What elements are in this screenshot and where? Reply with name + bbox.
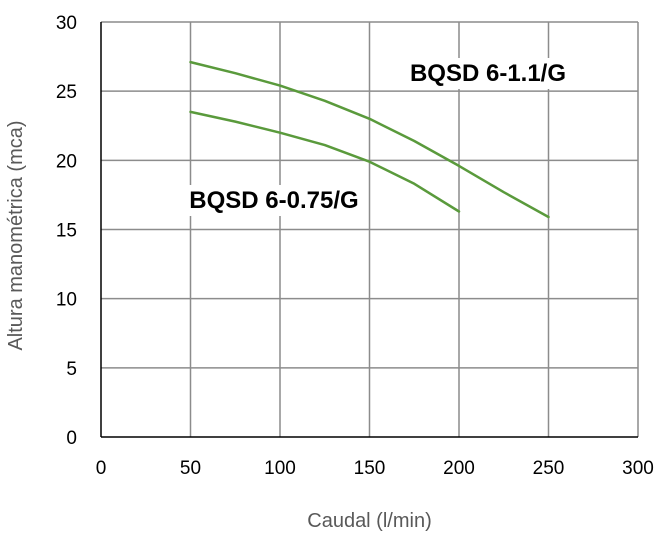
series-line-2 bbox=[189, 110, 461, 213]
grid bbox=[101, 21, 639, 437]
y-axis-title: Altura manométrica (mca) bbox=[5, 120, 27, 350]
curve-label-background bbox=[403, 58, 573, 89]
x-tick-label: 200 bbox=[443, 458, 475, 479]
axes bbox=[100, 22, 638, 438]
curve-label-1: BQSD 6-1.1/G bbox=[410, 60, 566, 87]
x-tick-label: 50 bbox=[180, 458, 201, 479]
curve-label-2: BQSD 6-0.75/G bbox=[189, 187, 358, 214]
y-tick-label: 30 bbox=[56, 13, 77, 34]
series-lines bbox=[189, 60, 550, 219]
y-tick-labels: 0 5 10 15 20 25 30 bbox=[56, 13, 77, 449]
y-tick-label: 10 bbox=[56, 290, 77, 311]
curve-labels: BQSD 6-1.1/G BQSD 6-0.75/G bbox=[183, 58, 573, 216]
x-tick-labels: 0 50 100 150 200 250 300 bbox=[96, 458, 654, 479]
x-tick-label: 300 bbox=[622, 458, 654, 479]
x-tick-label: 150 bbox=[354, 458, 386, 479]
y-tick-label: 5 bbox=[66, 359, 77, 380]
x-tick-label: 250 bbox=[533, 458, 565, 479]
y-tick-label: 20 bbox=[56, 151, 77, 172]
y-tick-label: 15 bbox=[56, 221, 77, 242]
x-tick-label: 0 bbox=[96, 458, 107, 479]
curve-label-background bbox=[183, 185, 365, 216]
y-tick-label: 0 bbox=[66, 428, 77, 449]
x-axis-title: Caudal (l/min) bbox=[307, 510, 431, 532]
y-tick-label: 25 bbox=[56, 82, 77, 103]
x-tick-label: 100 bbox=[264, 458, 296, 479]
series-line-1 bbox=[189, 60, 550, 219]
